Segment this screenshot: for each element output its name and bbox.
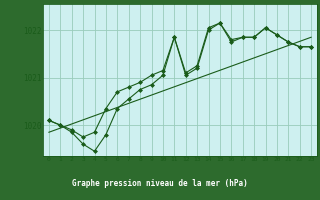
Text: Graphe pression niveau de la mer (hPa): Graphe pression niveau de la mer (hPa) [72, 180, 248, 188]
